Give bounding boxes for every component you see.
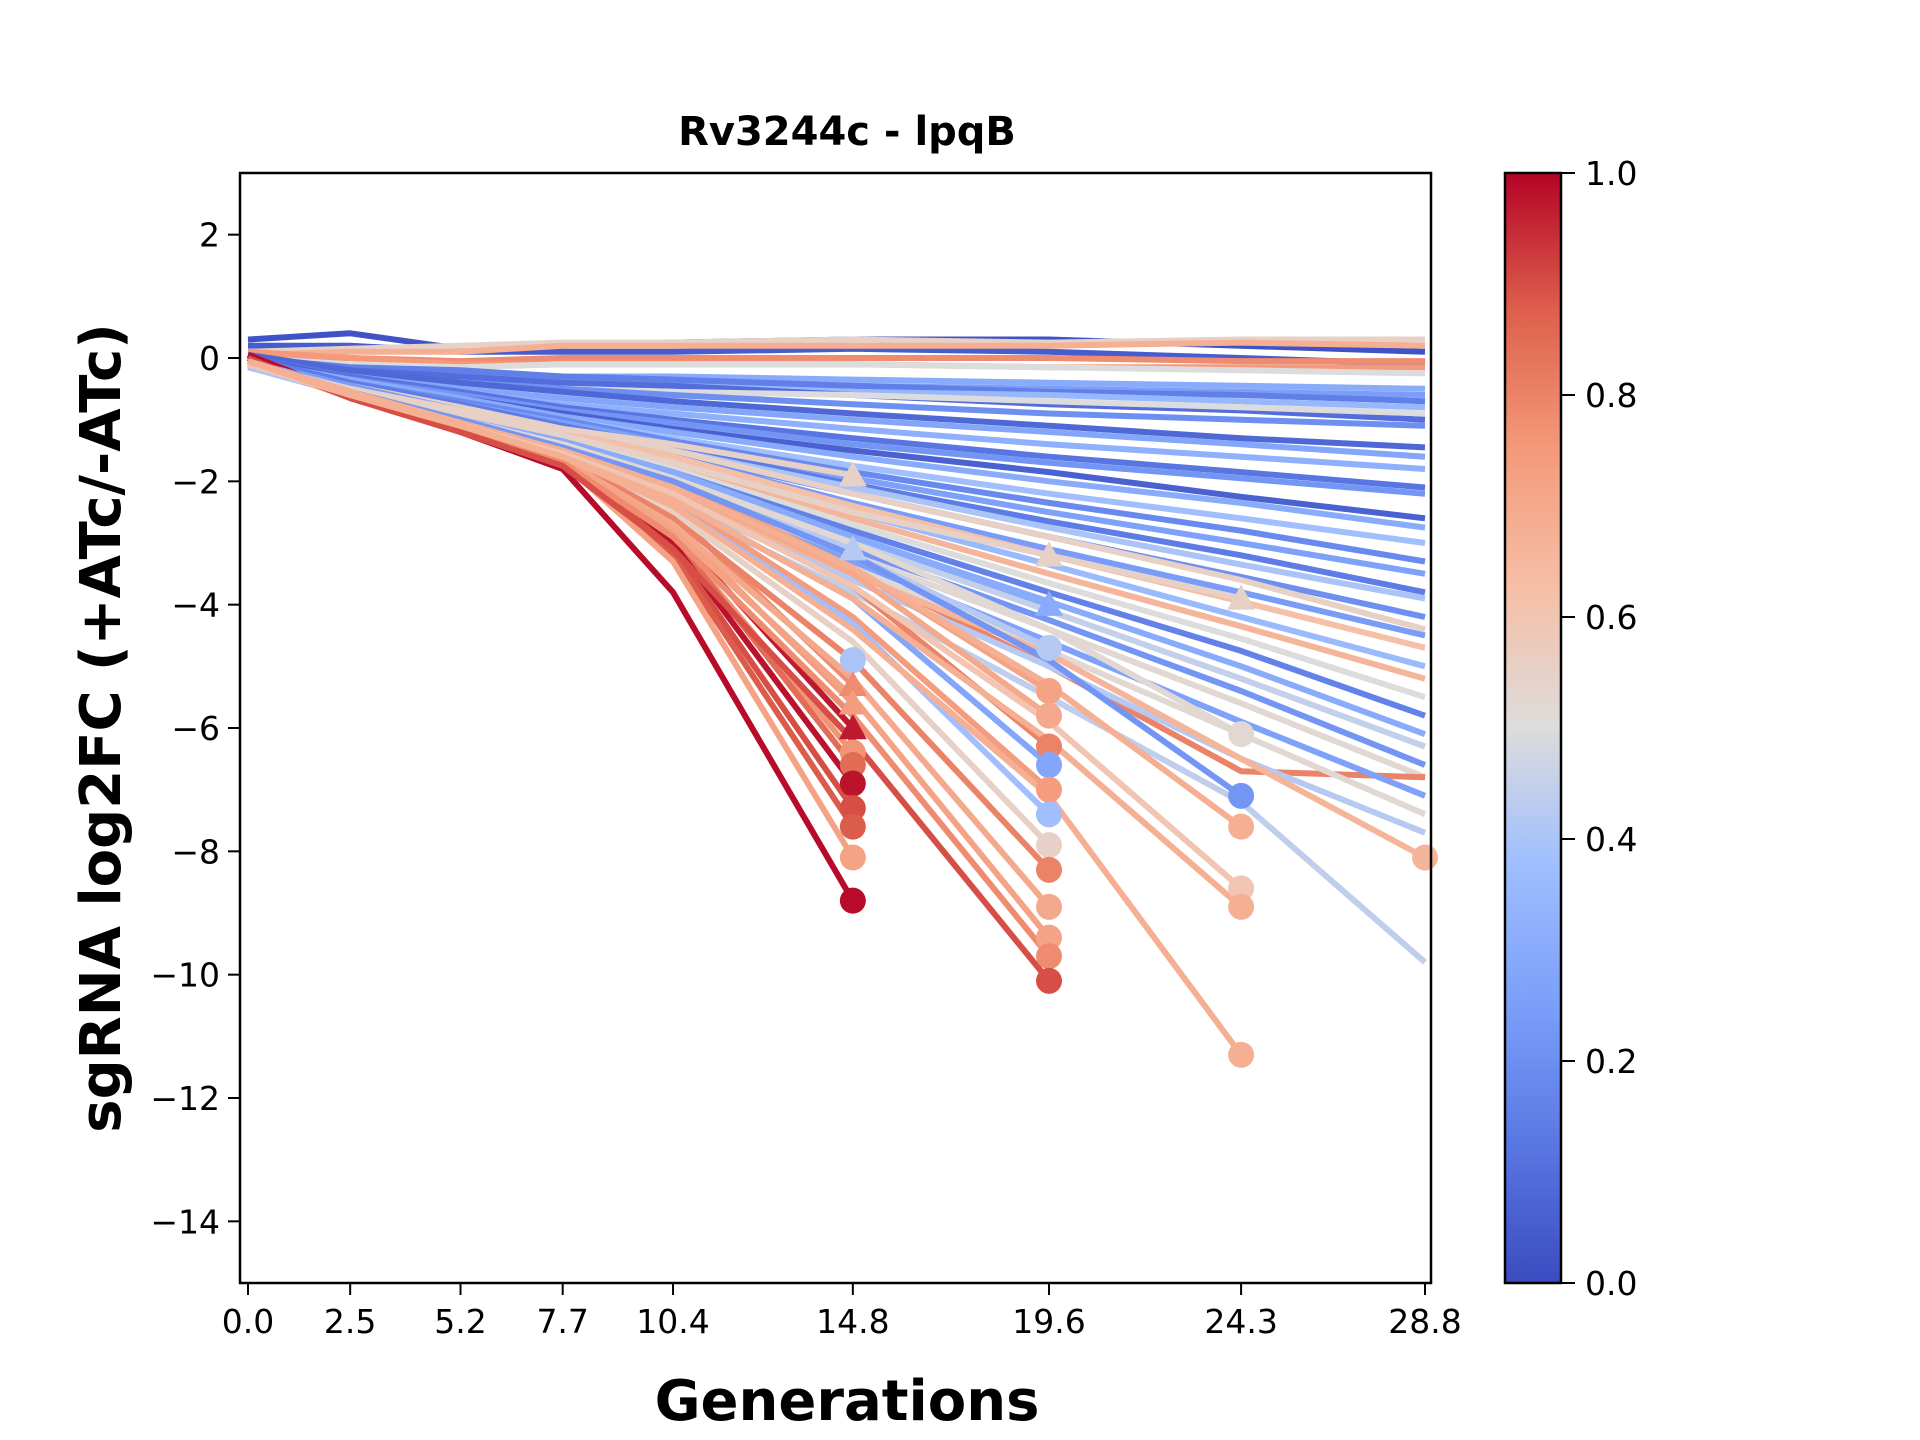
series-line [247, 355, 1426, 405]
series-end-marker-circle [839, 795, 866, 822]
series-end-marker-circle [1228, 813, 1255, 840]
colorbar-tick-label: 0.6 [1585, 598, 1637, 637]
colorbar-tick-label: 1.0 [1585, 154, 1637, 193]
series-end-marker-circle [1228, 782, 1255, 809]
series-end-marker-circle [1036, 634, 1063, 661]
series-end-marker-circle [839, 844, 866, 871]
series-end-marker-circle [1228, 875, 1255, 902]
x-axis-label: Generations [655, 1369, 1040, 1434]
y-tick-label: −8 [171, 832, 220, 871]
series-line [247, 336, 1425, 355]
series-line [247, 361, 1242, 602]
y-tick-label: −2 [171, 462, 220, 501]
y-tick-label: −6 [171, 709, 220, 748]
colorbar-tick-label: 0.4 [1585, 820, 1637, 859]
colorbar-tick-label: 0.0 [1585, 1264, 1637, 1303]
series-line [247, 351, 1426, 451]
series-end-marker-circle [1412, 844, 1438, 871]
colorbar-axis: 0.0 0.2 0.4 0.6 0.8 1.0 [1561, 154, 1637, 1303]
series-end-marker-circle [1036, 733, 1063, 760]
x-tick-label: 10.4 [636, 1302, 709, 1341]
series-end-marker-triangle [838, 535, 867, 561]
x-tick-label: 14.8 [816, 1302, 889, 1341]
series-end-marker-circle [1036, 832, 1063, 859]
x-tick-label: 19.6 [1012, 1302, 1085, 1341]
chart-title: Rv3244c - lpqB [678, 109, 1016, 155]
colorbar-tick-label: 0.2 [1585, 1042, 1637, 1081]
series-end-marker-triangle [1227, 584, 1256, 610]
series-line [247, 358, 1244, 1057]
series-end-marker-circle [1036, 924, 1063, 951]
series-end-marker-triangle [838, 670, 867, 697]
y-tick-label: −10 [150, 956, 220, 995]
series-end-marker-circle [839, 770, 866, 797]
series-end-marker-circle [1228, 1041, 1255, 1068]
series-end-marker-circle [1036, 967, 1063, 994]
series-end-marker-circle [839, 813, 866, 840]
x-tick-label: 28.8 [1388, 1302, 1461, 1341]
marker-layer [838, 461, 1438, 1068]
series-line [247, 358, 1426, 531]
x-tick-label: 24.3 [1204, 1302, 1277, 1341]
series-end-marker-triangle [1035, 541, 1064, 567]
series-end-marker-circle [839, 647, 866, 674]
series-end-marker-circle [1036, 943, 1063, 970]
series-line [247, 339, 1426, 358]
series-end-marker-triangle [1035, 590, 1064, 616]
y-tick-label: −14 [150, 1202, 220, 1241]
series-end-marker-circle [1036, 752, 1063, 778]
series-end-marker-circle [839, 752, 866, 778]
y-axis-label: sgRNA log2FC (+ATc/-ATc) [69, 323, 134, 1133]
colorbar [1503, 171, 1563, 1285]
series-end-marker-circle [1036, 702, 1063, 729]
series-end-marker-circle [1036, 801, 1063, 828]
series-line [247, 355, 1426, 596]
colorbar-tick-label: 0.8 [1585, 376, 1637, 415]
series-end-marker-circle [1036, 893, 1063, 920]
series-end-marker-triangle [838, 461, 867, 487]
x-tick-label: 0.0 [222, 1302, 274, 1341]
y-tick-label: −12 [150, 1079, 220, 1118]
series-end-marker-circle [1036, 856, 1063, 883]
series-line [247, 355, 1426, 491]
series-layer [246, 330, 1427, 1057]
series-end-marker-circle [1036, 776, 1063, 803]
y-tick-label: −4 [171, 586, 220, 625]
y-tick-label: 2 [199, 216, 220, 255]
x-tick-label: 2.5 [324, 1302, 376, 1341]
x-tick-label: 5.2 [434, 1302, 486, 1341]
series-end-marker-triangle [838, 689, 867, 715]
y-axis: 2 0 −2 −4 −6 −8 −10 −12 −14 [150, 216, 240, 1241]
y-tick-label: 0 [199, 339, 220, 378]
series-end-marker-triangle [838, 714, 867, 740]
x-axis: 0.0 2.5 5.2 7.7 10.4 14.8 19.6 24.3 28.8 [222, 1283, 1462, 1341]
x-tick-label: 7.7 [536, 1302, 588, 1341]
series-end-marker-circle [1036, 678, 1063, 704]
series-end-marker-circle [1228, 893, 1255, 920]
series-line [247, 355, 1426, 377]
series-end-marker-circle [839, 887, 866, 914]
series-end-marker-circle [1228, 721, 1255, 748]
